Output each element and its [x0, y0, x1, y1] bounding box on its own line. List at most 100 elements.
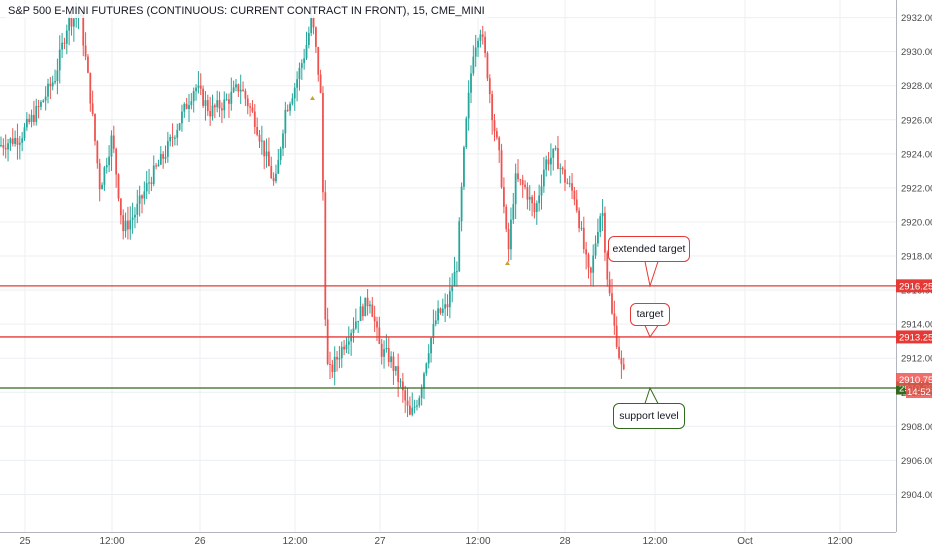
candle-body — [33, 114, 35, 122]
candle — [458, 217, 461, 273]
candle — [495, 127, 498, 140]
candle — [324, 180, 327, 327]
candle-body — [197, 85, 200, 88]
candle-body — [416, 405, 418, 407]
candle-body — [35, 106, 38, 122]
candle — [343, 339, 345, 356]
candle-body — [263, 140, 266, 157]
candle — [209, 96, 212, 126]
candle — [547, 151, 550, 171]
candle-body — [199, 85, 202, 89]
candle-body — [157, 164, 160, 167]
candle-body — [25, 118, 28, 128]
candle — [364, 297, 367, 317]
candle-body — [481, 34, 484, 37]
candle — [510, 207, 512, 260]
candle-body — [312, 17, 315, 28]
candle-body — [463, 147, 465, 187]
candle — [397, 353, 400, 397]
candle-body — [418, 398, 421, 406]
candle — [575, 189, 578, 213]
candle-body — [289, 103, 291, 111]
candle-body — [322, 92, 324, 193]
candle-body — [307, 33, 310, 45]
candle-body — [145, 183, 148, 192]
time-tick-label: 25 — [19, 536, 31, 547]
candle — [197, 71, 200, 94]
candle — [545, 155, 548, 177]
candle-body — [213, 105, 216, 108]
candle — [30, 109, 33, 128]
candle-body — [380, 343, 383, 357]
candle-body — [127, 220, 129, 230]
candle — [456, 261, 458, 287]
candle — [58, 35, 61, 84]
candle-body — [178, 123, 181, 130]
candle-body — [552, 148, 555, 158]
candle — [96, 140, 99, 169]
candle — [604, 206, 606, 261]
candle-body — [166, 141, 169, 157]
candle-body — [256, 127, 259, 135]
candle-body — [202, 88, 204, 106]
candle — [453, 256, 456, 287]
candle — [463, 145, 465, 190]
countdown-tag — [906, 386, 932, 399]
candle — [216, 90, 219, 113]
candle — [89, 72, 92, 112]
candle — [225, 93, 228, 101]
candle — [432, 309, 435, 345]
candle — [14, 130, 16, 147]
callout-pointer — [644, 261, 659, 288]
candle — [380, 338, 383, 365]
candle — [63, 37, 66, 50]
candle — [611, 278, 613, 315]
candle — [585, 241, 588, 270]
extended-target-callout[interactable]: extended target — [608, 236, 690, 262]
candle-body — [498, 137, 501, 151]
candle-body — [300, 63, 303, 68]
candle — [190, 93, 193, 110]
candle — [119, 198, 122, 225]
support-level-callout[interactable]: support level — [613, 403, 685, 429]
candle — [446, 294, 449, 317]
candle-body — [484, 36, 486, 54]
candle-body — [554, 148, 557, 150]
candle — [394, 366, 397, 376]
time-tick-label: 12:00 — [282, 536, 307, 547]
candle — [319, 69, 322, 94]
target-callout[interactable]: target — [630, 303, 670, 326]
candle-body — [326, 319, 329, 364]
candle — [557, 135, 559, 170]
candle — [143, 181, 146, 205]
candle — [108, 145, 110, 173]
candle — [284, 101, 287, 148]
candle — [152, 155, 155, 187]
candle — [65, 24, 68, 55]
candle-body — [439, 308, 442, 313]
candle-body — [18, 142, 21, 145]
candle — [305, 31, 308, 60]
candle-body — [491, 94, 494, 121]
candle — [620, 350, 623, 379]
candle-body — [540, 186, 543, 196]
candle — [272, 172, 275, 186]
candle-body — [519, 179, 522, 181]
candle — [246, 94, 249, 115]
candle — [606, 250, 609, 287]
candle-body — [486, 53, 489, 79]
level-price-label: 2913.25 — [899, 332, 932, 343]
candle-body — [611, 293, 613, 314]
candle-body — [397, 366, 400, 382]
candle — [42, 99, 45, 103]
candle-body — [164, 156, 167, 159]
candle — [9, 137, 12, 151]
candle-body — [136, 203, 139, 215]
candle — [117, 173, 120, 202]
candle-body — [96, 141, 99, 164]
callout-pointer-path — [644, 261, 659, 288]
candle-body — [331, 364, 334, 372]
candle-body — [258, 134, 261, 142]
candle-body — [357, 320, 360, 322]
